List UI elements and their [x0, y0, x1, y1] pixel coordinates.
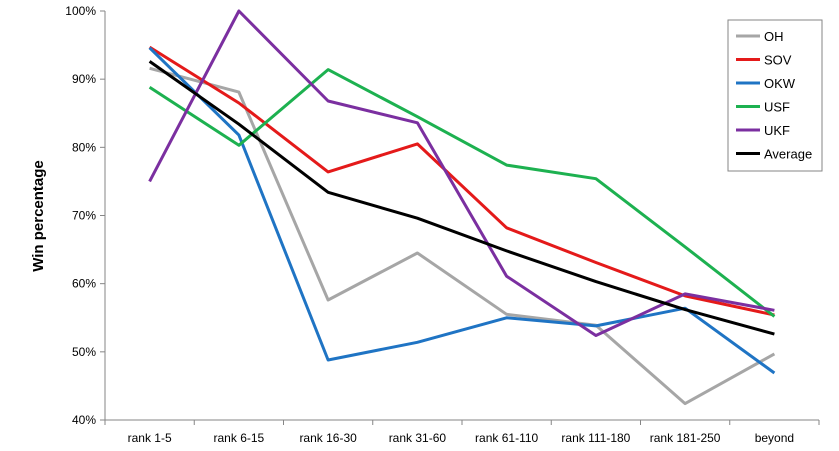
series-line-ukf	[148, 9, 775, 337]
axes: 40% 50% 60% 70% 80% 90% 100% rank 1-5 rank 6-15 r…	[65, 4, 820, 445]
x-tick-label: rank 1-5	[128, 431, 172, 445]
legend-label-okw: OKW	[764, 76, 796, 91]
y-tick-label: 50%	[72, 345, 96, 359]
legend-label-usf: USF	[764, 100, 790, 115]
x-tick-label: rank 181-250	[650, 431, 721, 445]
legend-label-average: Average	[764, 147, 812, 162]
y-tick-label: 100%	[65, 4, 96, 18]
series-line-oh	[149, 66, 776, 406]
y-tick-label: 40%	[72, 413, 96, 427]
y-tick-label: 60%	[72, 277, 96, 291]
y-tick-label: 70%	[72, 209, 96, 223]
x-tick-label: rank 31-60	[389, 431, 447, 445]
series-line-average	[148, 60, 775, 336]
series-line-sov	[148, 45, 775, 317]
series-line-okw	[148, 46, 776, 375]
legend-label-oh: OH	[764, 29, 784, 44]
x-tick-label: rank 111-180	[561, 431, 630, 445]
series-layer	[148, 9, 776, 406]
legend-box	[727, 19, 823, 172]
y-axis-title: Win percentage	[30, 160, 47, 272]
series-line-usf	[148, 68, 776, 318]
x-tick-label: beyond	[755, 431, 794, 445]
legend-label-sov: SOV	[764, 53, 792, 68]
legend-label-ukf: UKF	[764, 123, 790, 138]
x-tick-label: rank 16-30	[299, 431, 357, 445]
x-tick-label: rank 61-110	[475, 431, 538, 445]
x-tick-label: rank 6-15	[214, 431, 265, 445]
y-tick-label: 90%	[72, 72, 96, 86]
legend: OH SOV OKW USF UKF Average	[727, 19, 823, 172]
y-tick-label: 80%	[72, 140, 96, 154]
